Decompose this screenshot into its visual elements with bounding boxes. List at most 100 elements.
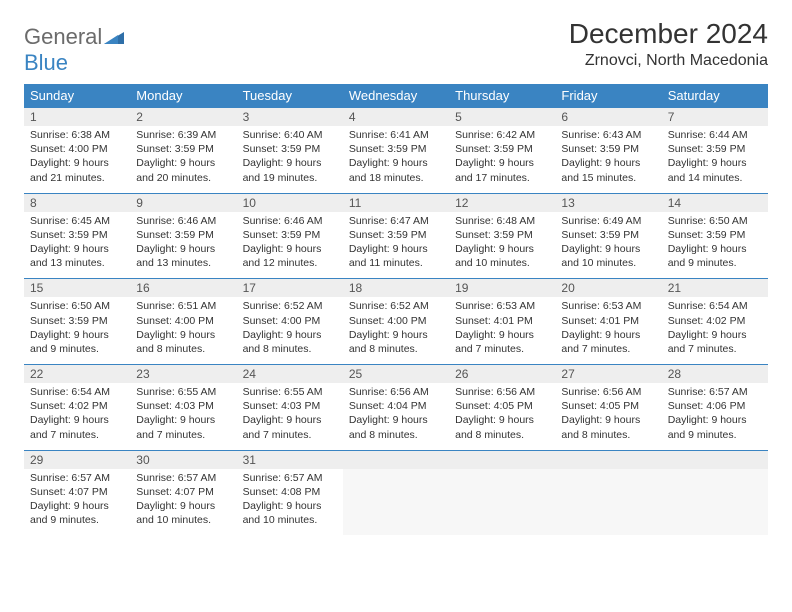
day-body: Sunrise: 6:40 AMSunset: 3:59 PMDaylight:…	[237, 126, 343, 193]
day-number: 2	[130, 108, 236, 126]
calendar-cell: 7Sunrise: 6:44 AMSunset: 3:59 PMDaylight…	[662, 108, 768, 194]
calendar-cell: 17Sunrise: 6:52 AMSunset: 4:00 PMDayligh…	[237, 279, 343, 365]
day-body: Sunrise: 6:50 AMSunset: 3:59 PMDaylight:…	[662, 212, 768, 279]
day-body: Sunrise: 6:47 AMSunset: 3:59 PMDaylight:…	[343, 212, 449, 279]
logo: General Blue	[24, 24, 124, 76]
calendar-cell	[449, 450, 555, 535]
calendar-cell: 12Sunrise: 6:48 AMSunset: 3:59 PMDayligh…	[449, 193, 555, 279]
day-number: 8	[24, 194, 130, 212]
day-number: 5	[449, 108, 555, 126]
sunset-text: Sunset: 3:59 PM	[668, 228, 762, 242]
day-number: 3	[237, 108, 343, 126]
header: General Blue December 2024 Zrnovci, Nort…	[24, 18, 768, 76]
weekday-header: Friday	[555, 84, 661, 108]
day-body: Sunrise: 6:56 AMSunset: 4:04 PMDaylight:…	[343, 383, 449, 450]
sunset-text: Sunset: 4:06 PM	[668, 399, 762, 413]
sunrise-text: Sunrise: 6:43 AM	[561, 128, 655, 142]
day-number: 25	[343, 365, 449, 383]
day-number: 19	[449, 279, 555, 297]
weekday-header: Monday	[130, 84, 236, 108]
day-number: 27	[555, 365, 661, 383]
day-number: 1	[24, 108, 130, 126]
daylight-text: Daylight: 9 hours and 7 minutes.	[243, 413, 337, 441]
calendar-cell	[662, 450, 768, 535]
calendar-week-row: 15Sunrise: 6:50 AMSunset: 3:59 PMDayligh…	[24, 279, 768, 365]
calendar-cell: 4Sunrise: 6:41 AMSunset: 3:59 PMDaylight…	[343, 108, 449, 194]
daylight-text: Daylight: 9 hours and 20 minutes.	[136, 156, 230, 184]
sunrise-text: Sunrise: 6:39 AM	[136, 128, 230, 142]
daylight-text: Daylight: 9 hours and 9 minutes.	[668, 413, 762, 441]
location-subtitle: Zrnovci, North Macedonia	[569, 52, 768, 70]
sunset-text: Sunset: 3:59 PM	[136, 142, 230, 156]
calendar-cell: 14Sunrise: 6:50 AMSunset: 3:59 PMDayligh…	[662, 193, 768, 279]
day-body: Sunrise: 6:56 AMSunset: 4:05 PMDaylight:…	[555, 383, 661, 450]
sunrise-text: Sunrise: 6:57 AM	[668, 385, 762, 399]
logo-word1: General	[24, 24, 102, 49]
calendar-week-row: 8Sunrise: 6:45 AMSunset: 3:59 PMDaylight…	[24, 193, 768, 279]
weekday-header: Sunday	[24, 84, 130, 108]
daylight-text: Daylight: 9 hours and 8 minutes.	[349, 413, 443, 441]
sunrise-text: Sunrise: 6:54 AM	[30, 385, 124, 399]
calendar-cell: 27Sunrise: 6:56 AMSunset: 4:05 PMDayligh…	[555, 365, 661, 451]
day-number: 13	[555, 194, 661, 212]
sunset-text: Sunset: 3:59 PM	[243, 228, 337, 242]
sunset-text: Sunset: 4:00 PM	[349, 314, 443, 328]
weekday-header: Thursday	[449, 84, 555, 108]
sunrise-text: Sunrise: 6:50 AM	[30, 299, 124, 313]
day-number: 29	[24, 451, 130, 469]
sunset-text: Sunset: 3:59 PM	[455, 228, 549, 242]
sunset-text: Sunset: 3:59 PM	[668, 142, 762, 156]
daylight-text: Daylight: 9 hours and 10 minutes.	[455, 242, 549, 270]
calendar-cell: 6Sunrise: 6:43 AMSunset: 3:59 PMDaylight…	[555, 108, 661, 194]
day-number: 30	[130, 451, 236, 469]
day-body: Sunrise: 6:54 AMSunset: 4:02 PMDaylight:…	[662, 297, 768, 364]
calendar-cell: 26Sunrise: 6:56 AMSunset: 4:05 PMDayligh…	[449, 365, 555, 451]
sunrise-text: Sunrise: 6:57 AM	[243, 471, 337, 485]
daylight-text: Daylight: 9 hours and 9 minutes.	[668, 242, 762, 270]
sunset-text: Sunset: 4:05 PM	[561, 399, 655, 413]
calendar-week-row: 1Sunrise: 6:38 AMSunset: 4:00 PMDaylight…	[24, 108, 768, 194]
daylight-text: Daylight: 9 hours and 9 minutes.	[30, 499, 124, 527]
sunset-text: Sunset: 3:59 PM	[561, 228, 655, 242]
sunset-text: Sunset: 4:02 PM	[668, 314, 762, 328]
day-number: 22	[24, 365, 130, 383]
day-number: 26	[449, 365, 555, 383]
day-number: 18	[343, 279, 449, 297]
calendar-cell: 10Sunrise: 6:46 AMSunset: 3:59 PMDayligh…	[237, 193, 343, 279]
title-block: December 2024 Zrnovci, North Macedonia	[569, 18, 768, 70]
day-number: 16	[130, 279, 236, 297]
day-body: Sunrise: 6:56 AMSunset: 4:05 PMDaylight:…	[449, 383, 555, 450]
daylight-text: Daylight: 9 hours and 18 minutes.	[349, 156, 443, 184]
sunrise-text: Sunrise: 6:47 AM	[349, 214, 443, 228]
day-body: Sunrise: 6:39 AMSunset: 3:59 PMDaylight:…	[130, 126, 236, 193]
sunset-text: Sunset: 3:59 PM	[136, 228, 230, 242]
calendar-cell: 23Sunrise: 6:55 AMSunset: 4:03 PMDayligh…	[130, 365, 236, 451]
calendar-cell: 1Sunrise: 6:38 AMSunset: 4:00 PMDaylight…	[24, 108, 130, 194]
day-body: Sunrise: 6:43 AMSunset: 3:59 PMDaylight:…	[555, 126, 661, 193]
calendar-cell: 20Sunrise: 6:53 AMSunset: 4:01 PMDayligh…	[555, 279, 661, 365]
day-number: 20	[555, 279, 661, 297]
sunrise-text: Sunrise: 6:49 AM	[561, 214, 655, 228]
weekday-header: Tuesday	[237, 84, 343, 108]
calendar-cell: 16Sunrise: 6:51 AMSunset: 4:00 PMDayligh…	[130, 279, 236, 365]
sunset-text: Sunset: 4:05 PM	[455, 399, 549, 413]
sunset-text: Sunset: 4:07 PM	[136, 485, 230, 499]
sunset-text: Sunset: 3:59 PM	[30, 228, 124, 242]
sunset-text: Sunset: 4:07 PM	[30, 485, 124, 499]
daylight-text: Daylight: 9 hours and 17 minutes.	[455, 156, 549, 184]
sunrise-text: Sunrise: 6:40 AM	[243, 128, 337, 142]
calendar-cell: 22Sunrise: 6:54 AMSunset: 4:02 PMDayligh…	[24, 365, 130, 451]
sunrise-text: Sunrise: 6:51 AM	[136, 299, 230, 313]
day-body: Sunrise: 6:57 AMSunset: 4:07 PMDaylight:…	[24, 469, 130, 536]
sunrise-text: Sunrise: 6:42 AM	[455, 128, 549, 142]
sunrise-text: Sunrise: 6:46 AM	[136, 214, 230, 228]
sunrise-text: Sunrise: 6:56 AM	[349, 385, 443, 399]
daylight-text: Daylight: 9 hours and 8 minutes.	[455, 413, 549, 441]
day-body: Sunrise: 6:44 AMSunset: 3:59 PMDaylight:…	[662, 126, 768, 193]
sunrise-text: Sunrise: 6:38 AM	[30, 128, 124, 142]
sunset-text: Sunset: 4:00 PM	[136, 314, 230, 328]
sunset-text: Sunset: 4:04 PM	[349, 399, 443, 413]
day-number: 24	[237, 365, 343, 383]
calendar-week-row: 29Sunrise: 6:57 AMSunset: 4:07 PMDayligh…	[24, 450, 768, 535]
calendar-cell: 21Sunrise: 6:54 AMSunset: 4:02 PMDayligh…	[662, 279, 768, 365]
